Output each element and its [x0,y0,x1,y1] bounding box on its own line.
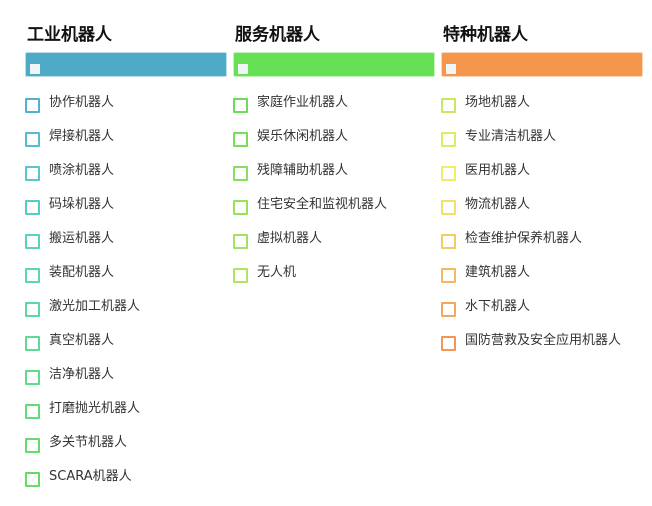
item-label: 码垛机器人 [49,197,115,212]
category-item[interactable]: 码垛机器人 [25,197,227,215]
category-item[interactable]: 娱乐休闲机器人 [233,129,435,147]
category-item[interactable]: 残障辅助机器人 [233,163,435,181]
category-item[interactable]: 多关节机器人 [25,435,227,453]
category-item[interactable]: 协作机器人 [25,95,227,113]
category-item[interactable]: SCARA机器人 [25,469,227,487]
category-item[interactable]: 激光加工机器人 [25,299,227,317]
item-label: 喷涂机器人 [49,163,115,178]
checkbox[interactable] [233,268,248,283]
item-label: 无人机 [257,265,297,280]
category-item[interactable]: 无人机 [233,265,435,283]
category-select-all-bar[interactable] [441,52,643,77]
category-item[interactable]: 搬运机器人 [25,231,227,249]
category-item[interactable]: 洁净机器人 [25,367,227,385]
category-item[interactable]: 焊接机器人 [25,129,227,147]
item-label: 专业清洁机器人 [465,129,557,144]
category-title: 服务机器人 [235,25,320,45]
checkbox[interactable] [233,132,248,147]
item-label: 水下机器人 [465,299,531,314]
checkbox[interactable] [441,166,456,181]
category-item[interactable]: 家庭作业机器人 [233,95,435,113]
category-item[interactable]: 真空机器人 [25,333,227,351]
checkbox[interactable] [233,234,248,249]
select-all-checkbox[interactable] [238,64,248,74]
checkbox[interactable] [441,302,456,317]
item-label: 医用机器人 [465,163,531,178]
checkbox[interactable] [25,166,40,181]
item-label: 装配机器人 [49,265,115,280]
checkbox[interactable] [441,200,456,215]
category-item[interactable]: 专业清洁机器人 [441,129,643,147]
checkbox[interactable] [25,234,40,249]
checkbox[interactable] [233,200,248,215]
item-label: 焊接机器人 [49,129,115,144]
item-label: SCARA机器人 [49,469,132,484]
item-label: 检查维护保养机器人 [465,231,583,246]
item-label: 虚拟机器人 [257,231,323,246]
item-label: 多关节机器人 [49,435,128,450]
category-item[interactable]: 场地机器人 [441,95,643,113]
checkbox[interactable] [441,132,456,147]
item-label: 残障辅助机器人 [257,163,349,178]
item-label: 住宅安全和监视机器人 [257,197,388,212]
category-title: 特种机器人 [443,25,528,45]
checkbox[interactable] [25,132,40,147]
checkbox[interactable] [441,336,456,351]
category-item[interactable]: 国防营救及安全应用机器人 [441,333,643,351]
category-select-all-bar[interactable] [25,52,227,77]
checkbox[interactable] [25,302,40,317]
category-item[interactable]: 检查维护保养机器人 [441,231,643,249]
category-item[interactable]: 物流机器人 [441,197,643,215]
checkbox[interactable] [25,370,40,385]
category-item[interactable]: 医用机器人 [441,163,643,181]
checkbox[interactable] [233,166,248,181]
checkbox[interactable] [25,336,40,351]
item-label: 娱乐休闲机器人 [257,129,349,144]
category-item[interactable]: 喷涂机器人 [25,163,227,181]
checkbox[interactable] [25,98,40,113]
item-label: 场地机器人 [465,95,531,110]
checkbox[interactable] [233,98,248,113]
checkbox[interactable] [25,438,40,453]
item-label: 激光加工机器人 [49,299,141,314]
category-item[interactable]: 住宅安全和监视机器人 [233,197,435,215]
select-all-checkbox[interactable] [30,64,40,74]
item-label: 真空机器人 [49,333,115,348]
item-label: 建筑机器人 [465,265,531,280]
checkbox[interactable] [25,472,40,487]
item-label: 协作机器人 [49,95,115,110]
checkbox[interactable] [25,200,40,215]
category-item[interactable]: 水下机器人 [441,299,643,317]
select-all-checkbox[interactable] [446,64,456,74]
item-label: 家庭作业机器人 [257,95,349,110]
category-title: 工业机器人 [27,25,112,45]
checkbox[interactable] [441,234,456,249]
item-label: 打磨抛光机器人 [49,401,141,416]
checkbox[interactable] [25,268,40,283]
item-label: 物流机器人 [465,197,531,212]
category-item[interactable]: 打磨抛光机器人 [25,401,227,419]
checkbox[interactable] [441,98,456,113]
category-item[interactable]: 虚拟机器人 [233,231,435,249]
category-item[interactable]: 建筑机器人 [441,265,643,283]
checkbox[interactable] [25,404,40,419]
category-item[interactable]: 装配机器人 [25,265,227,283]
item-label: 洁净机器人 [49,367,115,382]
item-label: 国防营救及安全应用机器人 [465,333,622,348]
item-label: 搬运机器人 [49,231,115,246]
category-select-all-bar[interactable] [233,52,435,77]
checkbox[interactable] [441,268,456,283]
